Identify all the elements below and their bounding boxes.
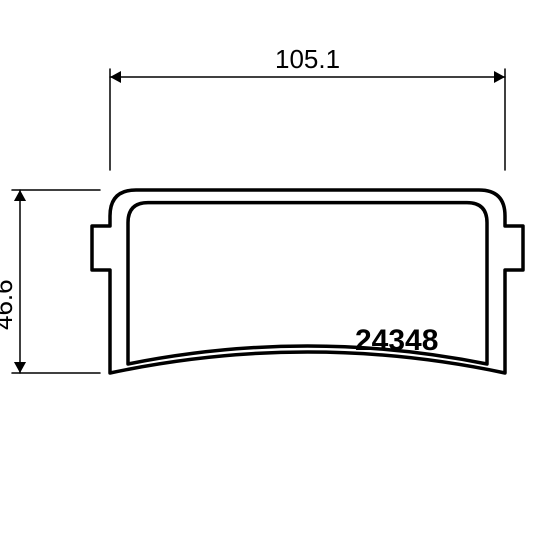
- diagram-container: 105.1 46.6 24348: [0, 0, 540, 540]
- part-number-label: 24348: [355, 324, 438, 357]
- height-dimension-label: 46.6: [0, 279, 18, 330]
- technical-drawing-svg: 105.1 46.6 24348: [0, 0, 540, 540]
- width-dimension-label: 105.1: [275, 44, 340, 74]
